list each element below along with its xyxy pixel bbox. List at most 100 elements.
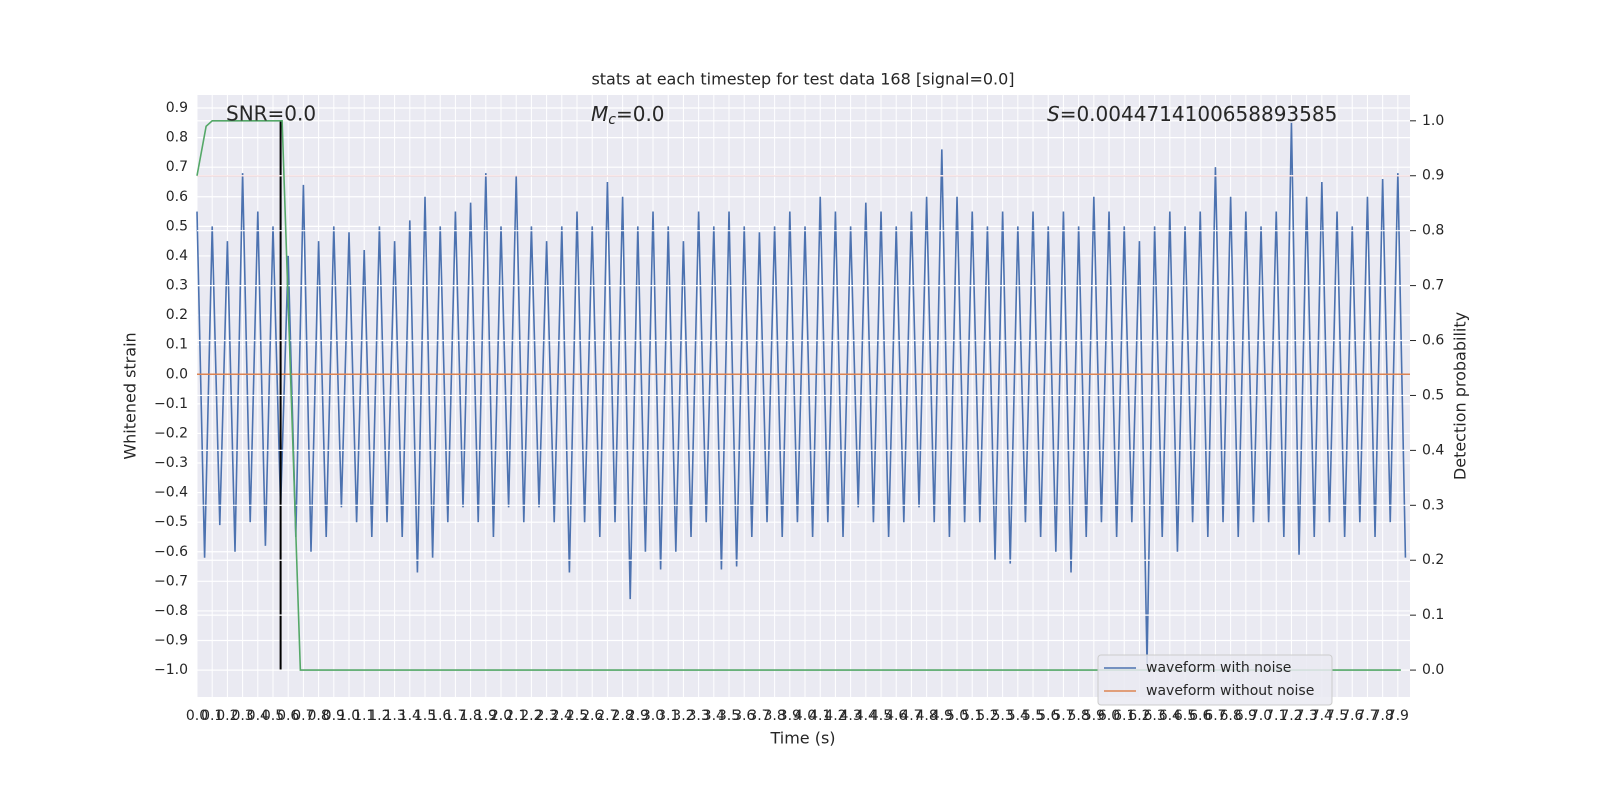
y2-tick-label: 0.7	[1422, 278, 1444, 294]
y2-tick-label: 0.8	[1422, 223, 1444, 239]
x-tick-label: 5.3	[991, 708, 1013, 724]
y-tick-label: −0.4	[154, 485, 188, 501]
y-tick-label: 0.4	[166, 248, 188, 264]
x-tick-label: 4.0	[794, 708, 816, 724]
y-tick-label: −0.5	[154, 514, 188, 530]
y-tick-label: −0.8	[154, 603, 188, 619]
snr-annotation: SNR=0.0	[226, 102, 316, 126]
x-tick-label: 1.4	[399, 708, 421, 724]
chart-title: stats at each timestep for test data 168…	[591, 70, 1014, 89]
x-tick-label: 6.2	[1128, 708, 1150, 724]
x-tick-label: 1.2	[368, 708, 390, 724]
x-tick-label: 0.1	[201, 708, 223, 724]
x-tick-label: 1.0	[338, 708, 360, 724]
x-tick-label: 2.8	[611, 708, 633, 724]
x-tick-label: 4.8	[915, 708, 937, 724]
x-tick-label: 6.6	[1189, 708, 1211, 724]
x-tick-label: 7.8	[1372, 708, 1394, 724]
x-tick-label: 0.0	[186, 708, 208, 724]
x-tick-label: 6.3	[1143, 708, 1165, 724]
x-tick-label: 5.9	[1083, 708, 1105, 724]
x-tick-label: 3.9	[779, 708, 801, 724]
y-tick-label: −0.3	[154, 455, 188, 471]
mc-symbol: M	[591, 102, 608, 126]
y2-tick-label: 0.6	[1422, 333, 1444, 349]
x-tick-label: 4.2	[824, 708, 846, 724]
x-tick-label: 4.6	[885, 708, 907, 724]
x-tick-label: 4.3	[839, 708, 861, 724]
x-tick-label: 5.0	[946, 708, 968, 724]
x-tick-label: 0.2	[216, 708, 238, 724]
y2-tick-label: 0.4	[1422, 442, 1444, 458]
x-tick-label: 5.5	[1022, 708, 1044, 724]
s-annotation: S=0.0044714100658893585	[1047, 102, 1337, 126]
x-tick-label: 3.5	[718, 708, 740, 724]
x-tick-label: 0.5	[262, 708, 284, 724]
y-tick-label: 0.3	[166, 278, 188, 294]
x-tick-label: 6.0	[1098, 708, 1120, 724]
x-tick-label: 6.7	[1204, 708, 1226, 724]
x-tick-label: 0.9	[323, 708, 345, 724]
x-tick-label: 3.3	[687, 708, 709, 724]
y-tick-label: −0.7	[154, 573, 188, 589]
x-tick-label: 5.1	[961, 708, 983, 724]
x-tick-label: 5.8	[1067, 708, 1089, 724]
x-tick-label: 4.7	[900, 708, 922, 724]
x-tick-label: 5.2	[976, 708, 998, 724]
x-tick-label: 2.3	[535, 708, 557, 724]
x-tick-label: 7.5	[1326, 708, 1348, 724]
y-tick-label: −1.0	[154, 662, 188, 678]
y-tick-label: 0.6	[166, 189, 188, 205]
x-tick-label: 2.2	[520, 708, 542, 724]
series-line	[196, 120, 1401, 671]
y2-tick-label: 0.3	[1422, 497, 1444, 513]
legend-label: waveform without noise	[1146, 683, 1314, 699]
y2-tick-label: 0.2	[1422, 552, 1444, 568]
x-tick-label: 2.6	[581, 708, 603, 724]
x-tick-label: 6.1	[1113, 708, 1135, 724]
s-value: =0.0044714100658893585	[1060, 102, 1338, 126]
x-tick-label: 6.9	[1235, 708, 1257, 724]
x-tick-label: 0.8	[307, 708, 329, 724]
y-tick-label: 0.9	[166, 100, 188, 116]
y2-tick-label: 0.1	[1422, 607, 1444, 623]
x-tick-label: 0.4	[247, 708, 269, 724]
y2-tick-label: 0.5	[1422, 387, 1444, 403]
s-symbol: S	[1047, 102, 1060, 126]
y-axis-label: Whitened strain	[121, 332, 140, 459]
x-tick-label: 1.3	[383, 708, 405, 724]
overlay-layer	[196, 120, 1410, 671]
x-tick-label: 1.6	[429, 708, 451, 724]
y-tick-label: −0.9	[154, 632, 188, 648]
y-tick-label: 0.7	[166, 159, 188, 175]
x-tick-label: 6.5	[1174, 708, 1196, 724]
x-tick-label: 4.1	[809, 708, 831, 724]
x-tick-label: 4.9	[931, 708, 953, 724]
y2-tick-label: 1.0	[1422, 113, 1444, 129]
y2-tick-label: 0.0	[1422, 662, 1444, 678]
x-tick-label: 3.8	[763, 708, 785, 724]
x-tick-label: 0.6	[277, 708, 299, 724]
y-tick-label: 0.8	[166, 130, 188, 146]
x-tick-label: 7.3	[1296, 708, 1318, 724]
x-tick-label: 7.7	[1356, 708, 1378, 724]
y-tick-label: −0.6	[154, 544, 188, 560]
x-tick-label: 4.5	[870, 708, 892, 724]
x-tick-label: 3.4	[703, 708, 725, 724]
legend-label: waveform with noise	[1146, 660, 1291, 676]
mc-annotation: Mc=0.0	[591, 102, 665, 129]
x-tick-label: 5.7	[1052, 708, 1074, 724]
x-tick-label: 2.4	[551, 708, 573, 724]
x-tick-label: 1.7	[444, 708, 466, 724]
x-axis-label: Time (s)	[769, 729, 835, 748]
x-tick-label: 1.1	[353, 708, 375, 724]
x-tick-label: 2.1	[505, 708, 527, 724]
x-tick-label: 7.0	[1250, 708, 1272, 724]
y-tick-label: 0.0	[166, 366, 188, 382]
y2-tick-label: 0.9	[1422, 168, 1444, 184]
x-tick-label: 7.6	[1341, 708, 1363, 724]
y2-axis-label: Detection probability	[1451, 312, 1470, 480]
y-tick-label: −0.2	[154, 425, 188, 441]
y-tick-label: 0.5	[166, 218, 188, 234]
x-tick-label: 1.5	[414, 708, 436, 724]
